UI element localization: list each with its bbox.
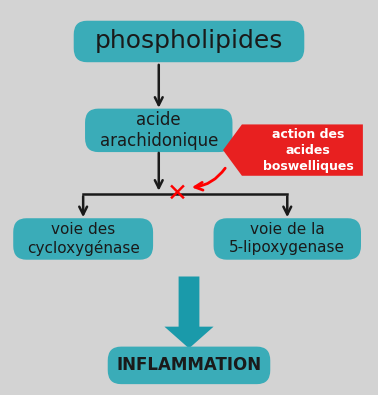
Polygon shape	[164, 276, 214, 348]
FancyBboxPatch shape	[74, 21, 304, 62]
Text: ✕: ✕	[167, 182, 188, 205]
FancyBboxPatch shape	[85, 109, 232, 152]
Text: INFLAMMATION: INFLAMMATION	[116, 356, 262, 374]
Text: phospholipides: phospholipides	[95, 30, 283, 53]
Text: voie de la
5-lipoxygenase: voie de la 5-lipoxygenase	[229, 222, 345, 256]
Text: acide
arachidonique: acide arachidonique	[99, 111, 218, 150]
Text: action des
acides
boswelliques: action des acides boswelliques	[263, 128, 353, 173]
Text: voie des
cycloxygénase: voie des cycloxygénase	[27, 222, 139, 256]
FancyBboxPatch shape	[108, 347, 270, 384]
FancyBboxPatch shape	[214, 218, 361, 260]
Polygon shape	[223, 124, 363, 176]
FancyBboxPatch shape	[13, 218, 153, 260]
